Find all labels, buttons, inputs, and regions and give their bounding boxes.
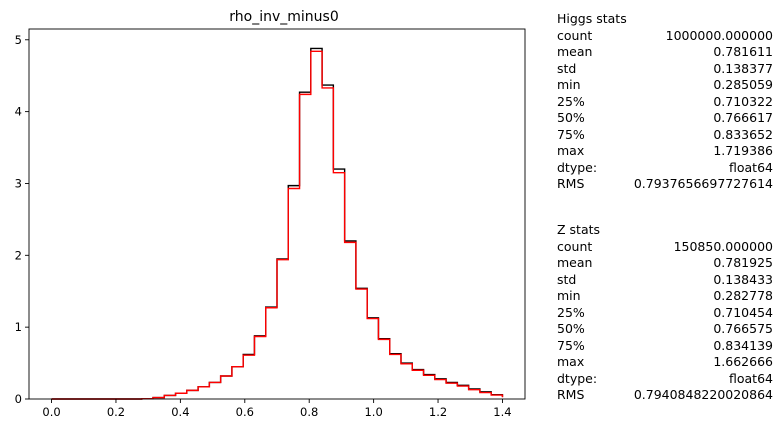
- y-tick-label: 4: [15, 105, 22, 119]
- x-tick-label: 0.8: [300, 405, 318, 419]
- stats-row: mean 0.781925: [557, 255, 773, 272]
- stats-value: 150850.000000: [673, 238, 773, 254]
- stats-label: mean: [557, 255, 593, 270]
- stats-label: min: [557, 77, 581, 92]
- x-tick-label: 0.6: [236, 405, 254, 419]
- stats-value: 0.285059: [713, 77, 773, 92]
- x-tick-label: 1.2: [429, 405, 447, 419]
- stats-label: std: [557, 271, 577, 287]
- stats-value: 0.766575: [713, 321, 773, 336]
- stats-value: float64: [729, 370, 773, 386]
- stats-row: 25% 0.710454: [557, 305, 773, 322]
- stats-value: 0.138433: [713, 271, 773, 287]
- stats-label: max: [557, 354, 585, 369]
- stats-row: std 0.138433: [557, 272, 773, 289]
- stats-row: dtype: float64: [557, 371, 773, 388]
- x-tick-label: 0.4: [171, 405, 189, 419]
- stats-row: count 1000000.000000: [557, 28, 773, 45]
- x-tick-label: 1.0: [364, 405, 382, 419]
- stats-label: count: [557, 238, 593, 254]
- stats-value: 0.834139: [713, 337, 773, 353]
- series-1-line: [51, 50, 504, 400]
- stats-label: RMS: [557, 176, 585, 191]
- stats-row: std 0.138377: [557, 61, 773, 78]
- stats-value: 0.138377: [713, 60, 773, 76]
- stats-row: min 0.285059: [557, 77, 773, 94]
- y-tick-label: 2: [15, 248, 22, 262]
- x-tick-label: 1.4: [493, 405, 511, 419]
- stats-value: 0.282778: [713, 288, 773, 303]
- stats-row: min 0.282778: [557, 288, 773, 305]
- stats-row: count 150850.000000: [557, 239, 773, 256]
- stats-value: 0.7937656697727614: [633, 176, 773, 191]
- stats-label: min: [557, 288, 581, 303]
- x-tick-label: 0.2: [107, 405, 125, 419]
- stats-row: max 1.719386: [557, 143, 773, 160]
- y-tick-label: 1: [15, 320, 22, 334]
- stats-value: 1.719386: [713, 143, 773, 158]
- series-layer: [51, 47, 504, 400]
- stats-value: 0.781611: [713, 44, 773, 59]
- stats-value: 0.710454: [713, 304, 773, 320]
- stats-label: 25%: [557, 93, 585, 109]
- stats-value: 0.781925: [713, 255, 773, 270]
- stats-row: RMS 0.7940848220020864: [557, 387, 773, 404]
- stats-value: 0.833652: [713, 126, 773, 142]
- stats-row: mean 0.781611: [557, 44, 773, 61]
- z-stats-panel: Z stats count 150850.000000 mean 0.781925 st…: [557, 222, 773, 404]
- y-tick-label: 3: [15, 176, 22, 190]
- higgs-stats-panel: Higgs stats count 1000000.000000 mean 0.781…: [557, 11, 773, 193]
- stats-label: 50%: [557, 110, 585, 125]
- stats-label: std: [557, 60, 577, 76]
- stats-label: RMS: [557, 387, 585, 402]
- stats-title: Z stats: [557, 222, 601, 237]
- stats-row: 75% 0.834139: [557, 338, 773, 355]
- stats-row: 50% 0.766617: [557, 110, 773, 127]
- chart-title: rho_inv_minus0: [229, 9, 338, 25]
- stats-row: max 1.662666: [557, 354, 773, 371]
- stats-row: 75% 0.833652: [557, 127, 773, 144]
- stats-value: float64: [729, 159, 773, 175]
- stats-label: dtype:: [557, 159, 598, 175]
- stats-label: mean: [557, 44, 593, 59]
- stats-value: 1000000.000000: [665, 27, 773, 43]
- stats-label: 75%: [557, 337, 585, 353]
- stats-value: 0.766617: [713, 110, 773, 125]
- y-tick-label: 5: [15, 33, 22, 47]
- stats-row: dtype: float64: [557, 160, 773, 177]
- stats-title: Higgs stats: [557, 11, 627, 26]
- x-tick-label: 0.0: [42, 405, 60, 419]
- stats-label: 25%: [557, 304, 585, 320]
- plot-frame: [28, 28, 526, 400]
- stats-label: max: [557, 143, 585, 158]
- stats-value: 1.662666: [713, 354, 773, 369]
- stats-row: 50% 0.766575: [557, 321, 773, 338]
- stats-row: RMS 0.7937656697727614: [557, 176, 773, 193]
- stats-value: 0.7940848220020864: [633, 387, 773, 402]
- axes-layer: 0.0 0.2 0.4 0.6 0.8 1.0 1.2 1.4 0 1 2 3 4 5: [15, 28, 526, 419]
- stats-label: dtype:: [557, 370, 598, 386]
- stats-label: count: [557, 27, 593, 43]
- stats-row: 25% 0.710322: [557, 94, 773, 111]
- stats-label: 50%: [557, 321, 585, 336]
- y-tick-label: 0: [15, 392, 22, 406]
- stats-label: 75%: [557, 126, 585, 142]
- series-0-line: [51, 47, 504, 400]
- stats-value: 0.710322: [713, 93, 773, 109]
